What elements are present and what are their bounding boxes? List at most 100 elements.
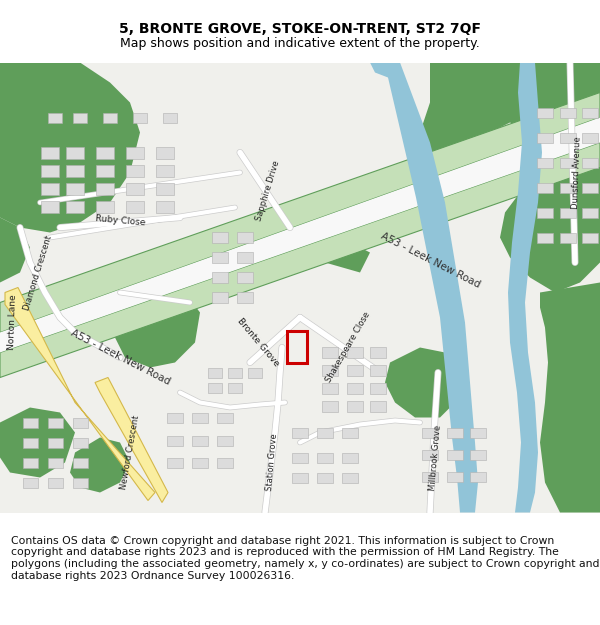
Bar: [470, 471, 486, 481]
Polygon shape: [220, 232, 370, 278]
Bar: [560, 158, 576, 168]
Bar: [582, 232, 598, 242]
Bar: [322, 347, 338, 358]
Bar: [347, 347, 363, 358]
Bar: [126, 201, 144, 212]
Bar: [347, 365, 363, 376]
Polygon shape: [0, 217, 30, 282]
Bar: [48, 112, 62, 123]
Bar: [447, 449, 463, 459]
Bar: [537, 208, 553, 217]
Bar: [292, 472, 308, 482]
Bar: [537, 232, 553, 242]
Bar: [217, 436, 233, 446]
Bar: [248, 368, 262, 378]
Bar: [73, 478, 88, 488]
Bar: [560, 107, 576, 118]
Bar: [347, 383, 363, 394]
Bar: [192, 436, 208, 446]
Bar: [167, 458, 183, 468]
Text: 5, BRONTE GROVE, STOKE-ON-TRENT, ST2 7QF: 5, BRONTE GROVE, STOKE-ON-TRENT, ST2 7QF: [119, 22, 481, 36]
Polygon shape: [0, 62, 140, 232]
Bar: [192, 412, 208, 422]
Bar: [23, 478, 37, 488]
Bar: [287, 331, 307, 362]
Text: Shakespeare Close: Shakespeare Close: [324, 311, 372, 384]
Bar: [470, 449, 486, 459]
Bar: [537, 132, 553, 142]
Bar: [317, 472, 333, 482]
Bar: [66, 164, 84, 176]
Text: Dunsford Avenue: Dunsford Avenue: [571, 136, 583, 209]
Bar: [422, 471, 438, 481]
Bar: [156, 182, 174, 194]
Bar: [163, 112, 177, 123]
Bar: [317, 452, 333, 462]
Text: Sapphire Drive: Sapphire Drive: [254, 159, 281, 222]
Polygon shape: [385, 348, 460, 418]
Bar: [347, 401, 363, 412]
Bar: [537, 107, 553, 118]
Bar: [342, 452, 358, 462]
Bar: [560, 132, 576, 142]
Polygon shape: [5, 288, 155, 501]
Bar: [167, 412, 183, 422]
Bar: [422, 449, 438, 459]
Bar: [370, 365, 386, 376]
Bar: [192, 458, 208, 468]
Bar: [212, 272, 228, 283]
Bar: [133, 112, 147, 123]
Polygon shape: [0, 322, 60, 372]
Text: A53 - Leek New Road: A53 - Leek New Road: [68, 328, 172, 387]
Bar: [342, 472, 358, 482]
Text: Ruby Close: Ruby Close: [95, 214, 145, 227]
Bar: [23, 438, 37, 448]
Bar: [96, 146, 114, 159]
Bar: [582, 107, 598, 118]
Bar: [217, 412, 233, 422]
Text: Millbrook Grove: Millbrook Grove: [428, 424, 442, 491]
Bar: [217, 458, 233, 468]
Bar: [322, 365, 338, 376]
Bar: [470, 428, 486, 438]
Bar: [317, 428, 333, 438]
Bar: [228, 382, 242, 392]
Polygon shape: [508, 62, 542, 512]
Bar: [96, 201, 114, 212]
Bar: [447, 428, 463, 438]
Bar: [212, 252, 228, 263]
Bar: [208, 368, 222, 378]
Polygon shape: [540, 282, 600, 512]
Bar: [212, 292, 228, 303]
Bar: [237, 232, 253, 243]
Bar: [582, 158, 598, 168]
Bar: [560, 208, 576, 217]
Bar: [560, 232, 576, 242]
Bar: [582, 182, 598, 192]
Bar: [41, 182, 59, 194]
Bar: [66, 146, 84, 159]
Bar: [23, 458, 37, 468]
Bar: [342, 428, 358, 438]
Text: Newford Crescent: Newford Crescent: [119, 414, 141, 491]
Bar: [370, 383, 386, 394]
Bar: [73, 112, 87, 123]
Bar: [41, 146, 59, 159]
Text: A53 - Leek New Road: A53 - Leek New Road: [379, 231, 481, 290]
Bar: [370, 347, 386, 358]
Polygon shape: [0, 118, 600, 352]
Bar: [41, 201, 59, 212]
Polygon shape: [0, 92, 600, 332]
Bar: [73, 458, 88, 468]
Bar: [156, 146, 174, 159]
Bar: [73, 418, 88, 428]
Bar: [237, 272, 253, 283]
Text: Contains OS data © Crown copyright and database right 2021. This information is : Contains OS data © Crown copyright and d…: [11, 536, 599, 581]
Bar: [422, 428, 438, 438]
Bar: [156, 164, 174, 176]
Bar: [73, 438, 88, 448]
Bar: [47, 458, 62, 468]
Polygon shape: [70, 438, 130, 493]
Bar: [447, 471, 463, 481]
Bar: [103, 112, 117, 123]
